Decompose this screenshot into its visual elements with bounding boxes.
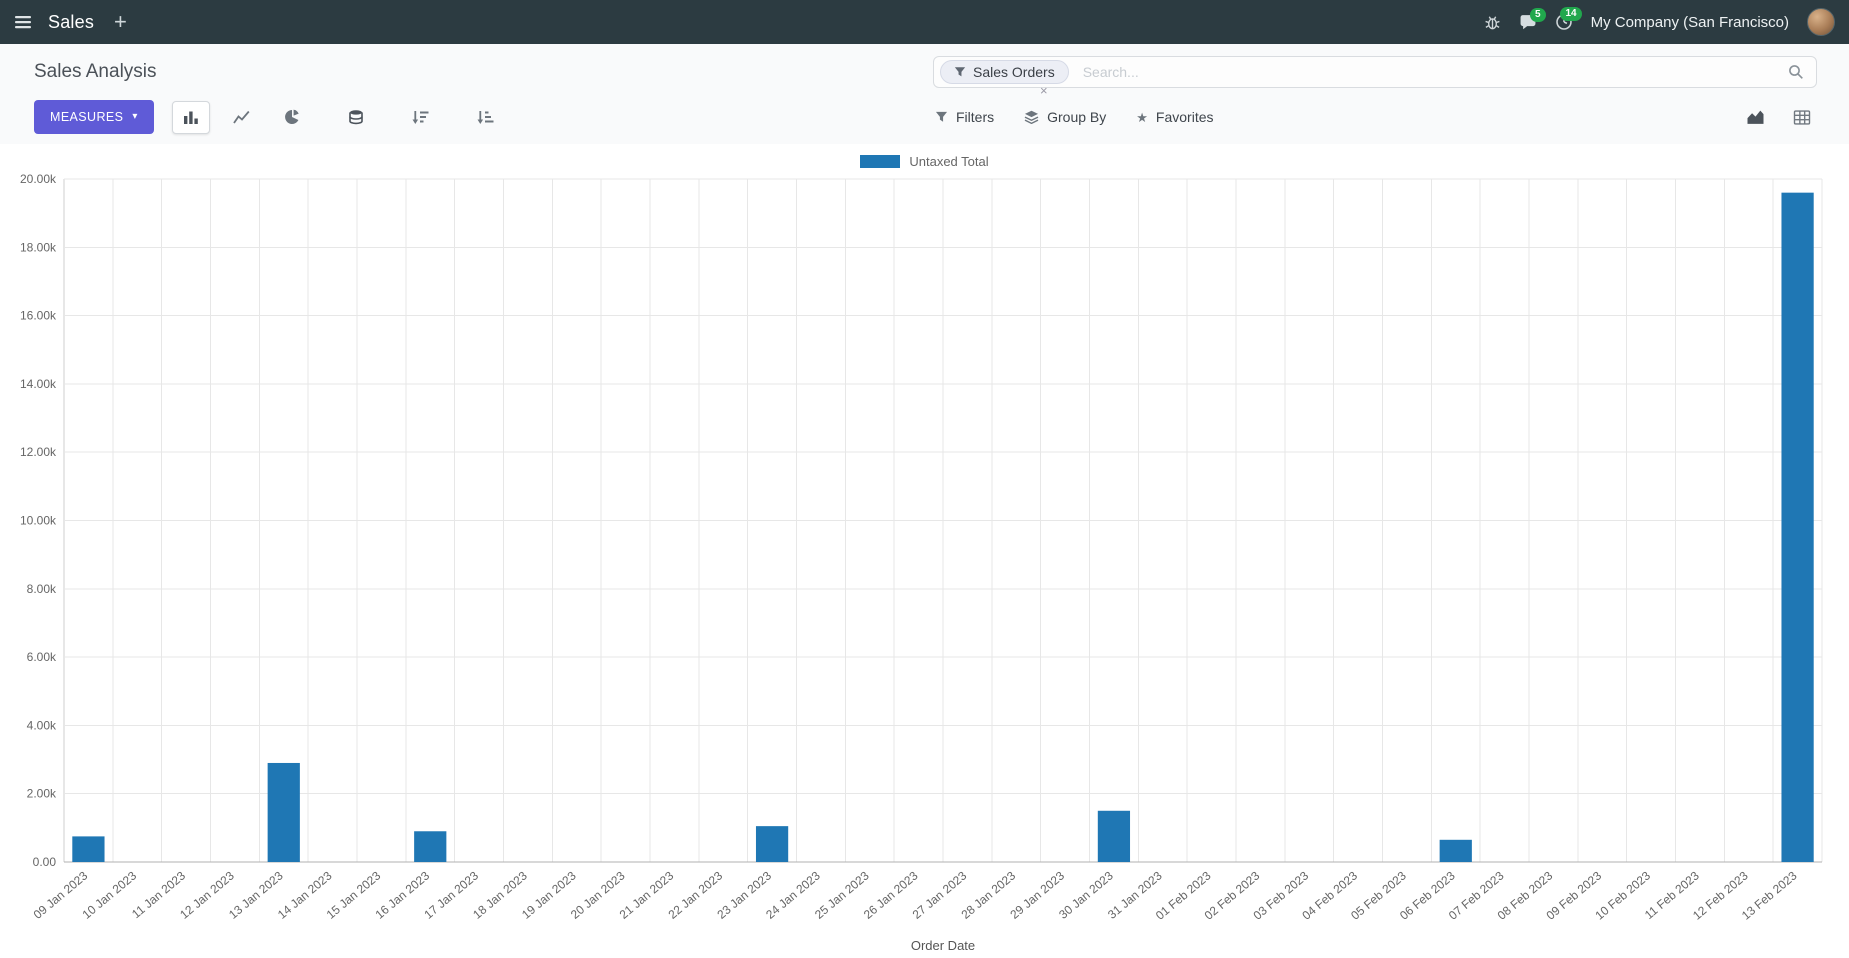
svg-text:10.00k: 10.00k: [20, 514, 57, 528]
svg-text:12.00k: 12.00k: [20, 445, 57, 459]
sort-ascending-icon: [477, 110, 494, 124]
area-chart-icon: [1747, 110, 1764, 124]
sort-ascending-button[interactable]: [466, 101, 505, 134]
company-switcher[interactable]: My Company (San Francisco): [1590, 13, 1789, 31]
messages-badge: 5: [1530, 7, 1546, 22]
funnel-icon: [954, 66, 966, 78]
pivot-grid-icon: [1793, 109, 1811, 125]
svg-text:16.00k: 16.00k: [20, 309, 57, 323]
svg-text:2.00k: 2.00k: [27, 787, 57, 801]
chart-region: Untaxed Total 0.00 2.00k 4.00k 6.00k 8.00k 10…: [0, 144, 1849, 958]
favorites-button[interactable]: ★ Favorites: [1136, 109, 1213, 125]
filters-button[interactable]: Filters: [935, 109, 994, 125]
layers-icon: [1024, 110, 1039, 124]
pie-chart-icon: [284, 109, 299, 124]
group-by-label: Group By: [1047, 109, 1107, 125]
user-avatar[interactable]: [1807, 8, 1835, 36]
line-chart-icon: [233, 110, 250, 124]
activities-icon[interactable]: 14: [1555, 7, 1582, 31]
pie-chart-button[interactable]: [273, 100, 311, 134]
bar-chart-icon: [183, 111, 198, 124]
line-chart-button[interactable]: [222, 101, 261, 134]
bar-chart-button[interactable]: [171, 100, 210, 134]
sort-descending-button[interactable]: [401, 101, 440, 134]
svg-text:20.00k: 20.00k: [20, 172, 57, 186]
svg-text:4.00k: 4.00k: [27, 718, 57, 732]
svg-text:10 Jan 2023: 10 Jan 2023: [80, 868, 140, 921]
sort-descending-icon: [412, 110, 429, 124]
chart-legend[interactable]: Untaxed Total: [0, 154, 1849, 169]
svg-text:Order Date: Order Date: [911, 938, 975, 953]
view-tools: MEASURES ▾: [34, 100, 935, 134]
filters-label: Filters: [956, 109, 995, 125]
sales-chart-svg[interactable]: 0.00 2.00k 4.00k 6.00k 8.00k 10.00k 12.00k 14.0…: [0, 169, 1849, 958]
svg-text:6.00k: 6.00k: [27, 650, 57, 664]
search-facet[interactable]: Sales Orders: [940, 60, 1069, 84]
group-by-button[interactable]: Group By: [1024, 109, 1106, 125]
control-panel: Sales Analysis Sales Orders × MEASURES: [0, 44, 1849, 144]
measures-label: MEASURES: [50, 110, 124, 124]
debug-bug-icon[interactable]: [1484, 14, 1501, 31]
star-icon: ★: [1136, 109, 1148, 125]
svg-text:0.00: 0.00: [33, 855, 57, 869]
navbar-left: Sales +: [14, 11, 127, 33]
stacked-icon: [348, 110, 363, 125]
favorites-label: Favorites: [1155, 109, 1214, 125]
svg-text:18.00k: 18.00k: [20, 240, 57, 254]
app-name[interactable]: Sales: [48, 11, 95, 32]
search-facet-label: Sales Orders: [973, 64, 1055, 80]
caret-down-icon: ▾: [132, 111, 138, 122]
messages-icon[interactable]: 5: [1519, 7, 1546, 31]
svg-text:8.00k: 8.00k: [27, 582, 57, 596]
svg-text:14.00k: 14.00k: [20, 377, 57, 391]
pivot-view-button[interactable]: [1787, 104, 1817, 131]
legend-swatch: [860, 155, 901, 168]
search-input[interactable]: [1080, 63, 1788, 81]
filters-funnel-icon: [935, 111, 948, 122]
view-switcher: [1740, 103, 1817, 131]
navbar-right: 5 14 My Company (San Francisco): [1484, 7, 1835, 36]
apps-menu-icon[interactable]: [14, 14, 32, 30]
legend-label: Untaxed Total: [909, 154, 989, 169]
search-icon[interactable]: [1788, 64, 1804, 80]
graph-view-button[interactable]: [1740, 103, 1771, 131]
controls-row: MEASURES ▾: [34, 100, 1817, 134]
new-tab-plus-icon[interactable]: +: [114, 9, 127, 34]
search-tools: Filters Group By ★ Favorites: [935, 109, 1740, 125]
activities-badge: 14: [1560, 7, 1582, 21]
search-bar[interactable]: Sales Orders ×: [933, 56, 1817, 97]
page-title: Sales Analysis: [34, 61, 157, 82]
facet-remove-icon[interactable]: ×: [1040, 83, 1048, 98]
measures-button[interactable]: MEASURES ▾: [34, 100, 154, 134]
breadcrumb-row: Sales Analysis Sales Orders ×: [34, 56, 1817, 97]
stacked-toggle-button[interactable]: [337, 100, 375, 134]
top-navbar: Sales + 5 14 My Company (San Francisco): [0, 0, 1849, 44]
